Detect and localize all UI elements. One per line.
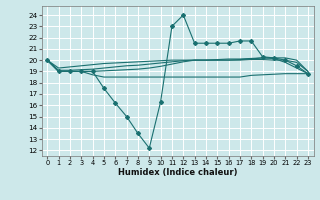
X-axis label: Humidex (Indice chaleur): Humidex (Indice chaleur) [118,168,237,177]
